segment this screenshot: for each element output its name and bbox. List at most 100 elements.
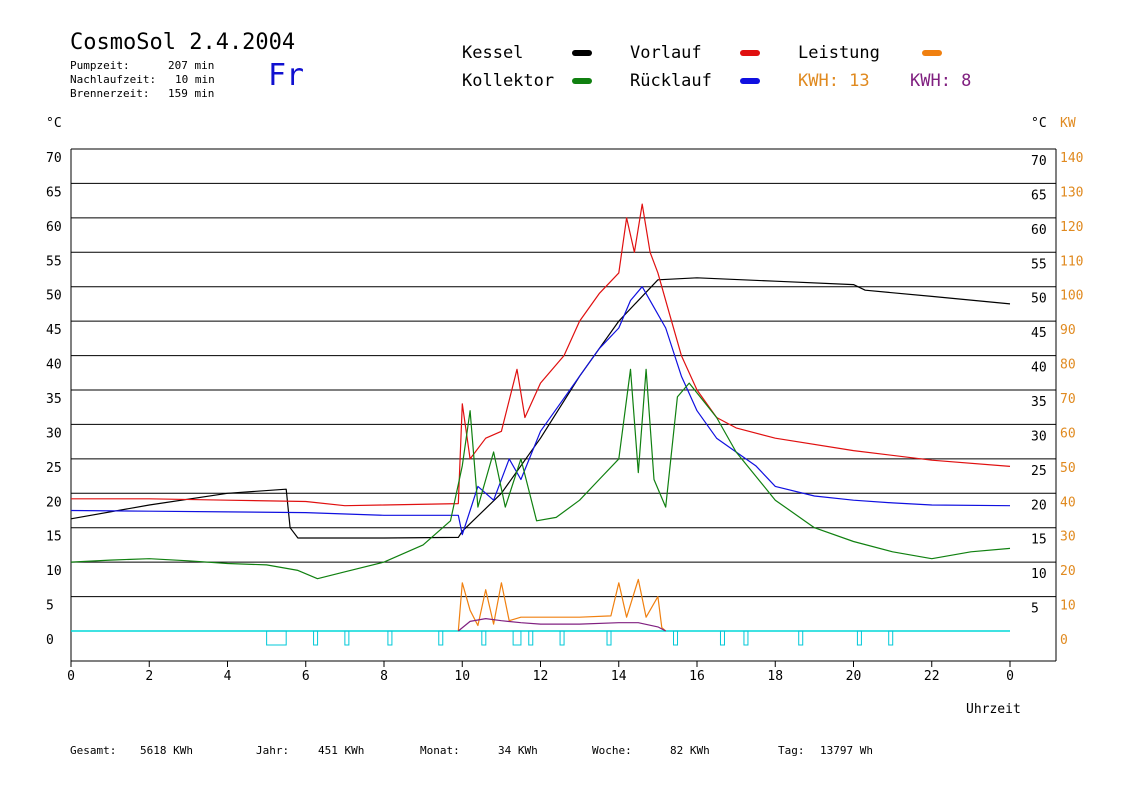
kw-tick-label: 90 — [1060, 323, 1076, 338]
y-tick-label: 35 — [46, 392, 62, 407]
legend-kessel-swatch — [572, 50, 592, 56]
y-right-tick-label: 40 — [1031, 361, 1047, 376]
pump-marker — [888, 630, 894, 646]
y-tick-label: 60 — [46, 220, 62, 235]
y-right-tick-label: 15 — [1031, 533, 1047, 548]
footer-jahr-label: Jahr: — [256, 744, 290, 757]
kw-tick-label: 120 — [1060, 220, 1083, 235]
x-tick-label: 16 — [689, 669, 705, 684]
pump-marker — [719, 630, 725, 646]
kw-tick-label: 110 — [1060, 254, 1083, 269]
kw-tick-label: 70 — [1060, 392, 1076, 407]
kw-tick-label: 10 — [1060, 599, 1076, 614]
right-unit-c: °C — [1031, 116, 1047, 131]
x-tick-label: 0 — [67, 669, 75, 684]
nachlauf-value: 10 min — [175, 73, 215, 86]
y-tick-label: 10 — [46, 564, 62, 579]
series-layer — [70, 203, 1011, 646]
series-line — [457, 578, 667, 632]
x-tick-label: 12 — [533, 669, 549, 684]
y-right-tick-label: 55 — [1031, 257, 1047, 272]
y-right-tick-label: 10 — [1031, 567, 1047, 582]
footer-tag-value: 13797 Wh — [820, 744, 873, 757]
brenner-value: 159 min — [168, 87, 215, 100]
y-tick-label: 40 — [46, 358, 62, 373]
x-tick-label: 0 — [1006, 669, 1014, 684]
y-tick-label: 45 — [46, 323, 62, 338]
y-right-tick-label: 5 — [1031, 602, 1039, 617]
legend-leistung-swatch — [922, 50, 942, 56]
y-right-tick-label: 60 — [1031, 223, 1047, 238]
left-unit: °C — [46, 116, 62, 131]
pump-marker — [559, 630, 565, 646]
footer-gesamt-value: 5618 KWh — [140, 744, 193, 757]
x-tick-label: 22 — [924, 669, 940, 684]
pump-marker — [344, 630, 350, 646]
pump-marker — [387, 630, 393, 646]
y-tick-label: 5 — [46, 599, 54, 614]
y-tick-label: 0 — [46, 633, 54, 648]
kw-tick-label: 0 — [1060, 633, 1068, 648]
footer-gesamt-label: Gesamt: — [70, 744, 117, 757]
footer-jahr-value: 451 KWh — [318, 744, 365, 757]
footer-woche-label: Woche: — [592, 744, 632, 757]
legend-kollektor-label: Kollektor — [462, 71, 555, 91]
y-tick-label: 55 — [46, 254, 62, 269]
kw-tick-label: 80 — [1060, 358, 1076, 373]
kw-tick-label: 140 — [1060, 151, 1083, 166]
y-tick-label: 65 — [46, 185, 62, 200]
y-right-tick-label: 70 — [1031, 154, 1047, 169]
x-tick-label: 6 — [302, 669, 310, 684]
y-right-tick-label: 20 — [1031, 498, 1047, 513]
y-right-tick-label: 25 — [1031, 464, 1047, 479]
series-line — [71, 203, 1011, 507]
x-tick-label: 8 — [380, 669, 388, 684]
y-right-tick-label: 35 — [1031, 395, 1047, 410]
pump-marker — [606, 630, 612, 646]
brenner-label: Brennerzeit: — [70, 87, 150, 100]
legend-ruecklauf-swatch — [740, 78, 760, 84]
legend-kwh1: KWH: 13 — [798, 71, 870, 91]
kw-tick-label: 20 — [1060, 564, 1076, 579]
x-tick-label: 2 — [145, 669, 153, 684]
pump-marker — [266, 630, 287, 646]
legend-kollektor-swatch — [572, 78, 592, 84]
x-tick-label: 20 — [846, 669, 862, 684]
kw-tick-label: 60 — [1060, 426, 1076, 441]
legend-leistung-label: Leistung — [798, 43, 880, 63]
grid-lines — [70, 148, 1057, 662]
tick-labels: 0 2 4 6 8 10 12 14 16 18 20 22 005101520253035404550… — [46, 151, 1083, 684]
chart-title: CosmoSol 2.4.2004 — [70, 30, 296, 55]
footer-woche-value: 82 KWh — [670, 744, 710, 757]
pump-marker — [313, 630, 319, 646]
series-line — [70, 286, 1011, 536]
kw-tick-label: 100 — [1060, 289, 1083, 304]
footer-tag-label: Tag: — [778, 744, 805, 757]
footer-monat-label: Monat: — [420, 744, 460, 757]
legend-vorlauf-swatch — [740, 50, 760, 56]
footer-monat-value: 34 KWh — [498, 744, 538, 757]
x-tick-label: 4 — [224, 669, 232, 684]
pump-marker — [743, 630, 749, 646]
y-tick-label: 20 — [46, 495, 62, 510]
y-tick-label: 50 — [46, 289, 62, 304]
pump-marker — [438, 630, 444, 646]
x-tick-label: 18 — [767, 669, 783, 684]
y-right-tick-label: 50 — [1031, 292, 1047, 307]
kw-tick-label: 40 — [1060, 495, 1076, 510]
y-tick-label: 30 — [46, 426, 62, 441]
pump-value: 207 min — [168, 59, 215, 72]
series-line — [457, 617, 666, 632]
legend-kwh2: KWH: 8 — [910, 71, 972, 91]
kw-tick-label: 30 — [1060, 530, 1076, 545]
right-unit-kw: KW — [1060, 116, 1076, 131]
pump-marker — [673, 630, 679, 646]
pump-marker — [528, 630, 534, 646]
y-tick-label: 70 — [46, 151, 62, 166]
pump-marker — [798, 630, 804, 646]
series-line — [70, 368, 1011, 580]
x-axis-label: Uhrzeit — [966, 702, 1021, 717]
legend-vorlauf-label: Vorlauf — [630, 43, 702, 63]
x-tick-label: 14 — [611, 669, 627, 684]
